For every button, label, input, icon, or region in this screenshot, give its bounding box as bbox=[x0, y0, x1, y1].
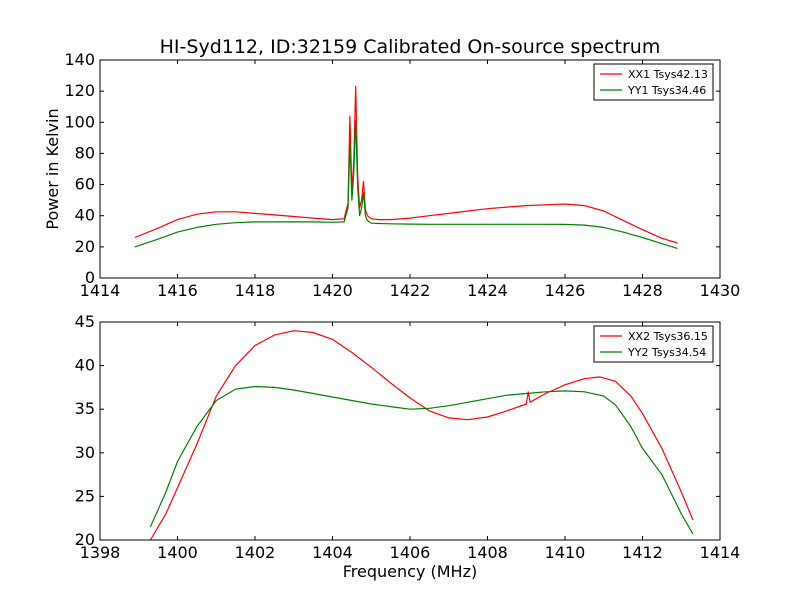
y-axis-label: Power in Kelvin bbox=[43, 108, 62, 229]
x-tick-label: 1422 bbox=[390, 281, 431, 300]
top-spectrum-plot: 1414 1416 1418 1420 1422 1424 1426 1428 1430 0 20 4… bbox=[43, 50, 740, 300]
series-line-2 bbox=[149, 385, 694, 535]
chart-title: HI-Syd112, ID:32159 Calibrated On-source… bbox=[160, 36, 661, 58]
y-tick-label: 120 bbox=[64, 81, 95, 100]
x-tick-label: 1400 bbox=[157, 543, 198, 562]
x-tick-label: 1424 bbox=[467, 281, 508, 300]
x-tick-label: 1414 bbox=[80, 281, 121, 300]
y-tick-label: 140 bbox=[64, 50, 95, 69]
series-line-1 bbox=[134, 85, 678, 244]
x-tick-label: 1398 bbox=[80, 543, 121, 562]
legend-box bbox=[593, 325, 714, 363]
x-tick-label: 1404 bbox=[312, 543, 353, 562]
y-tick-label: 20 bbox=[75, 237, 95, 256]
y-tick-label: 35 bbox=[75, 399, 95, 418]
y-tick-label: 40 bbox=[75, 206, 95, 225]
legend: XX2 Tsys36.15 YY2 Tsys34.54 bbox=[593, 325, 714, 363]
x-tick-label: 1428 bbox=[622, 281, 663, 300]
series-line-1 bbox=[149, 330, 694, 541]
x-tick-label: 1412 bbox=[622, 543, 663, 562]
x-tick-label: 1410 bbox=[545, 543, 586, 562]
legend: XX1 Tsys42.13 YY1 Tsys34.46 bbox=[593, 63, 714, 101]
x-axis-label: Frequency (MHz) bbox=[343, 562, 477, 581]
x-tick-label: 1430 bbox=[700, 281, 741, 300]
y-tick-label: 45 bbox=[75, 312, 95, 331]
x-tick-label: 1420 bbox=[312, 281, 353, 300]
legend-label: XX1 Tsys42.13 bbox=[628, 68, 708, 81]
x-tick-label: 1406 bbox=[390, 543, 431, 562]
x-tick-label: 1402 bbox=[235, 543, 276, 562]
y-tick-label: 100 bbox=[64, 112, 95, 131]
legend-label: YY1 Tsys34.46 bbox=[627, 84, 706, 97]
y-tick-label: 40 bbox=[75, 356, 95, 375]
x-tick-label: 1414 bbox=[700, 543, 741, 562]
x-tick-label: 1418 bbox=[235, 281, 276, 300]
x-tick-label: 1426 bbox=[545, 281, 586, 300]
legend-label: XX2 Tsys36.15 bbox=[628, 330, 708, 343]
bottom-spectrum-plot: 1398 1400 1402 1404 1406 1408 1410 1412 1414 20 25… bbox=[75, 312, 741, 581]
y-tick-label: 20 bbox=[75, 530, 95, 549]
x-tick-label: 1416 bbox=[157, 281, 198, 300]
y-tick-label: 30 bbox=[75, 443, 95, 462]
y-tick-label: 25 bbox=[75, 486, 95, 505]
legend-box bbox=[593, 63, 714, 101]
y-tick-label: 0 bbox=[85, 268, 95, 287]
series-line-2 bbox=[134, 120, 678, 249]
legend-label: YY2 Tsys34.54 bbox=[627, 346, 706, 359]
x-tick-label: 1408 bbox=[467, 543, 508, 562]
y-tick-label: 60 bbox=[75, 175, 95, 194]
y-tick-label: 80 bbox=[75, 143, 95, 162]
